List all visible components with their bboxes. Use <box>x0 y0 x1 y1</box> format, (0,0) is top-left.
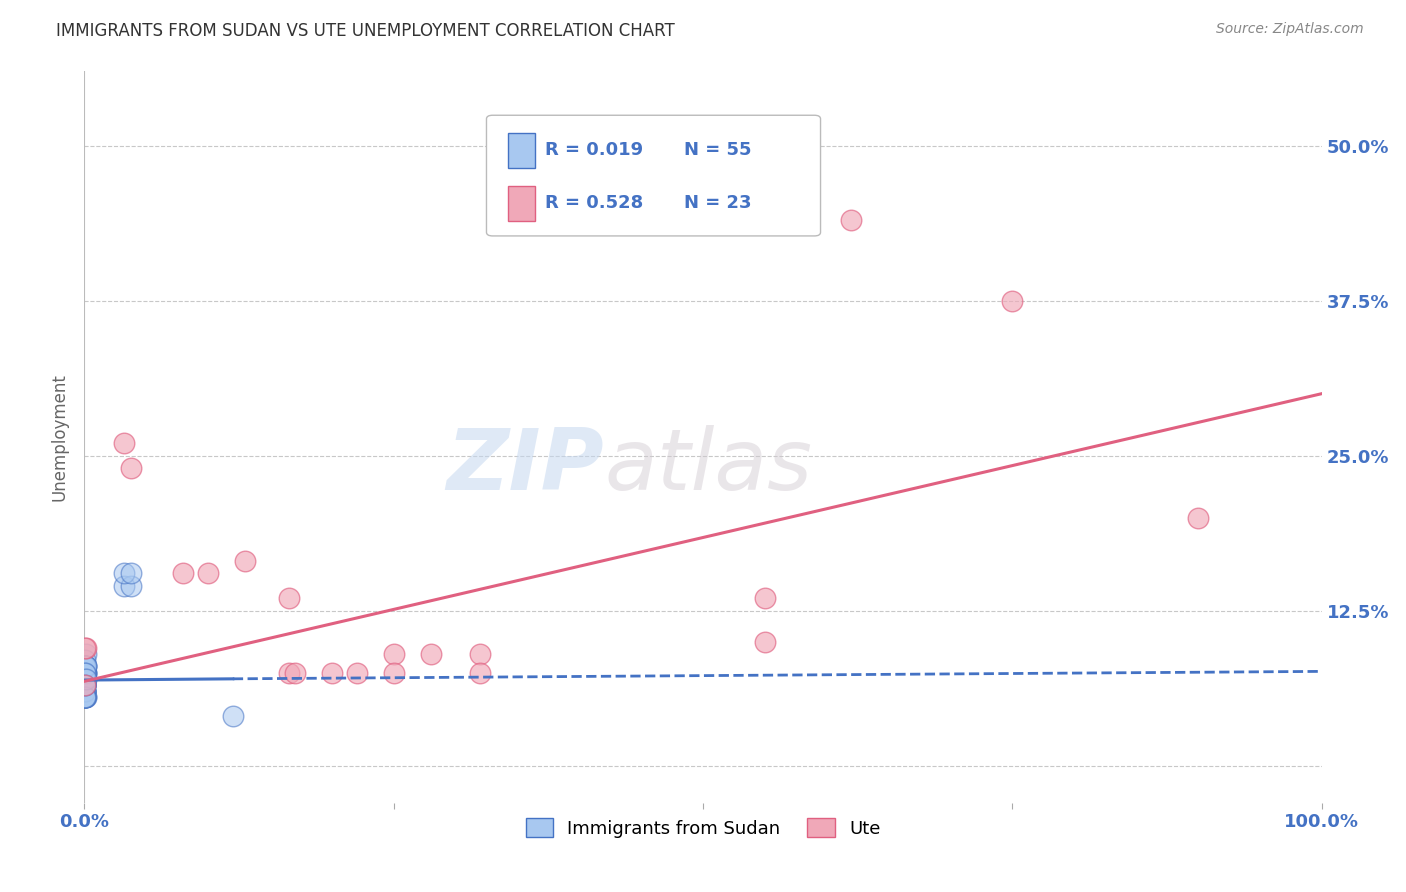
Point <box>75 690 97 705</box>
Point <box>112 579 135 593</box>
Point <box>277 591 299 606</box>
Point <box>75 672 97 686</box>
Text: R = 0.528: R = 0.528 <box>544 194 643 211</box>
Point <box>75 653 97 667</box>
Point <box>754 634 776 648</box>
Point <box>75 665 97 680</box>
Point <box>277 665 299 680</box>
Point <box>73 665 96 680</box>
Point <box>75 690 97 705</box>
Point <box>172 566 194 581</box>
Point <box>346 665 368 680</box>
Point <box>75 678 97 692</box>
Point <box>73 684 96 698</box>
Point <box>75 684 97 698</box>
Point <box>120 579 142 593</box>
Point <box>75 690 97 705</box>
Point <box>222 709 245 723</box>
Bar <box>508 186 534 221</box>
Point <box>75 659 97 673</box>
Point <box>284 665 307 680</box>
Point <box>470 647 492 661</box>
Point <box>75 665 97 680</box>
Point <box>112 566 135 581</box>
Point <box>75 672 97 686</box>
Point <box>321 665 343 680</box>
Point <box>75 678 97 692</box>
Point <box>75 659 97 673</box>
Text: atlas: atlas <box>605 425 813 508</box>
Point <box>754 591 776 606</box>
Point <box>75 665 97 680</box>
Point <box>75 672 97 686</box>
Point <box>75 684 97 698</box>
Point <box>75 684 97 698</box>
Point <box>1001 293 1024 308</box>
Point <box>75 678 97 692</box>
Point <box>75 678 97 692</box>
Text: Source: ZipAtlas.com: Source: ZipAtlas.com <box>1216 22 1364 37</box>
Point <box>75 659 97 673</box>
Point <box>197 566 219 581</box>
Point <box>112 436 135 450</box>
Text: IMMIGRANTS FROM SUDAN VS UTE UNEMPLOYMENT CORRELATION CHART: IMMIGRANTS FROM SUDAN VS UTE UNEMPLOYMEN… <box>56 22 675 40</box>
Point <box>75 672 97 686</box>
Point <box>841 213 863 227</box>
FancyBboxPatch shape <box>486 115 821 235</box>
Point <box>75 684 97 698</box>
Point <box>73 672 96 686</box>
Point <box>75 647 97 661</box>
Point <box>73 678 96 692</box>
Point <box>75 665 97 680</box>
Point <box>75 672 97 686</box>
Point <box>75 672 97 686</box>
Point <box>75 672 97 686</box>
Point <box>470 665 492 680</box>
Point <box>419 647 441 661</box>
Point <box>233 554 256 568</box>
Text: ZIP: ZIP <box>446 425 605 508</box>
Point <box>75 640 97 655</box>
Point <box>382 647 405 661</box>
Point <box>1187 510 1209 524</box>
Legend: Immigrants from Sudan, Ute: Immigrants from Sudan, Ute <box>519 811 887 845</box>
Point <box>75 665 97 680</box>
Point <box>73 678 96 692</box>
Text: N = 55: N = 55 <box>685 141 752 159</box>
Text: N = 23: N = 23 <box>685 194 752 211</box>
Point <box>382 665 405 680</box>
Point <box>75 659 97 673</box>
Point <box>75 678 97 692</box>
Point <box>75 690 97 705</box>
Point <box>75 678 97 692</box>
Bar <box>508 133 534 168</box>
Point <box>75 665 97 680</box>
Text: R = 0.019: R = 0.019 <box>544 141 643 159</box>
Point <box>75 659 97 673</box>
Point <box>75 672 97 686</box>
Point <box>120 461 142 475</box>
Point <box>75 659 97 673</box>
Point <box>75 690 97 705</box>
Point <box>75 659 97 673</box>
Point <box>73 690 96 705</box>
Point <box>75 659 97 673</box>
Point <box>73 690 96 705</box>
Point <box>75 684 97 698</box>
Point <box>120 566 142 581</box>
Point <box>75 690 97 705</box>
Y-axis label: Unemployment: Unemployment <box>51 373 69 501</box>
Point <box>75 640 97 655</box>
Point <box>75 678 97 692</box>
Point <box>75 665 97 680</box>
Point <box>75 678 97 692</box>
